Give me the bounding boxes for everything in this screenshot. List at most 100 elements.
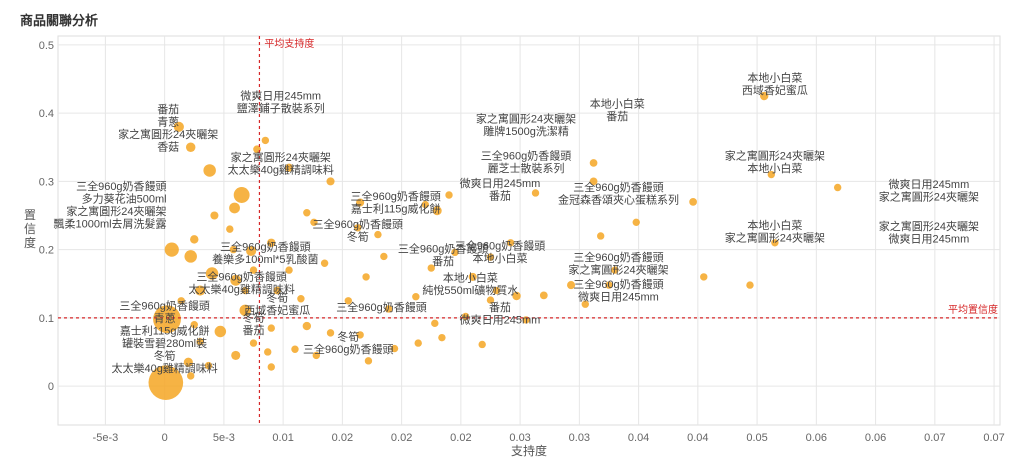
x-tick-label: -5e-3 [93,432,119,444]
annotation-label: 嘉士利115g威化餅 [120,324,210,338]
data-point[interactable] [285,163,294,172]
data-point[interactable] [264,348,272,356]
data-point[interactable] [190,320,198,329]
data-point[interactable] [421,200,430,209]
data-point[interactable] [759,91,769,101]
data-point[interactable] [356,198,365,207]
data-point[interactable] [451,248,459,257]
data-point[interactable] [297,295,305,303]
data-point[interactable] [267,238,276,247]
data-point[interactable] [689,197,697,206]
data-point[interactable] [184,250,197,263]
data-point[interactable] [581,300,589,308]
data-point[interactable] [229,245,238,254]
data-point[interactable] [344,297,353,305]
data-point[interactable] [249,266,258,274]
data-point[interactable] [226,225,234,233]
data-point[interactable] [302,321,312,331]
data-point[interactable] [589,159,598,167]
data-point[interactable] [380,252,388,261]
data-point[interactable] [291,345,299,353]
annotation-label: 家之寓圓形24夾曬架 [66,204,166,218]
data-point[interactable] [233,187,250,203]
data-point[interactable] [414,339,422,347]
data-point[interactable] [153,305,181,334]
data-points [148,91,842,400]
data-point[interactable] [611,266,619,274]
data-point[interactable] [210,211,219,220]
data-point[interactable] [512,291,521,301]
data-point[interactable] [468,272,477,281]
data-point[interactable] [567,281,576,290]
data-point[interactable] [767,170,776,179]
data-point[interactable] [486,253,495,261]
data-point[interactable] [273,286,282,295]
data-point[interactable] [303,209,311,217]
data-point[interactable] [326,177,335,186]
data-point[interactable] [478,340,486,349]
data-point[interactable] [267,363,275,371]
data-point[interactable] [438,333,446,342]
data-point[interactable] [177,297,185,305]
data-point[interactable] [267,324,275,332]
data-point[interactable] [384,305,393,313]
data-point[interactable] [432,206,442,216]
data-point[interactable] [312,351,321,360]
data-point[interactable] [356,331,364,339]
data-point[interactable] [173,121,184,132]
data-point[interactable] [231,350,241,360]
data-point[interactable] [229,202,240,214]
data-point[interactable] [241,286,249,295]
data-point[interactable] [185,142,196,152]
data-point[interactable] [148,365,184,400]
data-point[interactable] [362,273,370,281]
data-point[interactable] [445,191,453,199]
data-point[interactable] [605,281,613,289]
data-point[interactable] [239,304,251,317]
avg-support-label: 平均支持度 [264,37,314,50]
data-point[interactable] [589,177,598,186]
data-point[interactable] [354,224,362,232]
data-point[interactable] [285,266,293,274]
annotation-label: 微爽日用245mm [240,88,321,102]
data-point[interactable] [374,230,382,239]
data-point[interactable] [196,338,204,346]
data-point[interactable] [190,235,199,244]
data-point[interactable] [700,273,708,281]
data-point[interactable] [195,285,206,296]
annotation-label: 嘉士利115g威化餅 [351,201,441,215]
x-tick-label: 0.04 [687,432,708,444]
data-point[interactable] [531,189,540,197]
data-point[interactable] [596,232,605,240]
data-point[interactable] [246,245,257,257]
plot-frame [57,35,1001,426]
data-point[interactable] [214,325,227,338]
data-point[interactable] [203,164,216,177]
data-point[interactable] [412,292,420,301]
data-point[interactable] [833,183,842,192]
data-point[interactable] [249,339,258,347]
data-point[interactable] [205,267,219,280]
data-point[interactable] [746,281,754,289]
data-point[interactable] [230,274,242,286]
data-point[interactable] [320,259,329,267]
data-point[interactable] [486,296,495,304]
data-point[interactable] [431,319,439,328]
data-point[interactable] [310,218,318,227]
data-point[interactable] [187,372,195,380]
data-point[interactable] [771,239,779,247]
data-point[interactable] [261,136,270,145]
data-point[interactable] [632,218,640,227]
data-point[interactable] [506,239,515,247]
data-point[interactable] [326,329,335,337]
data-point[interactable] [164,242,179,257]
data-point[interactable] [539,291,548,300]
data-point[interactable] [427,264,435,272]
data-point[interactable] [390,344,399,353]
data-point[interactable] [204,361,213,370]
annotation-label: 鹽澤鋪子散裝系列 [237,101,325,115]
annotation-label: 微爽日用245mm [889,177,970,191]
data-point[interactable] [492,286,501,295]
data-point[interactable] [183,357,193,367]
data-point[interactable] [364,357,373,365]
